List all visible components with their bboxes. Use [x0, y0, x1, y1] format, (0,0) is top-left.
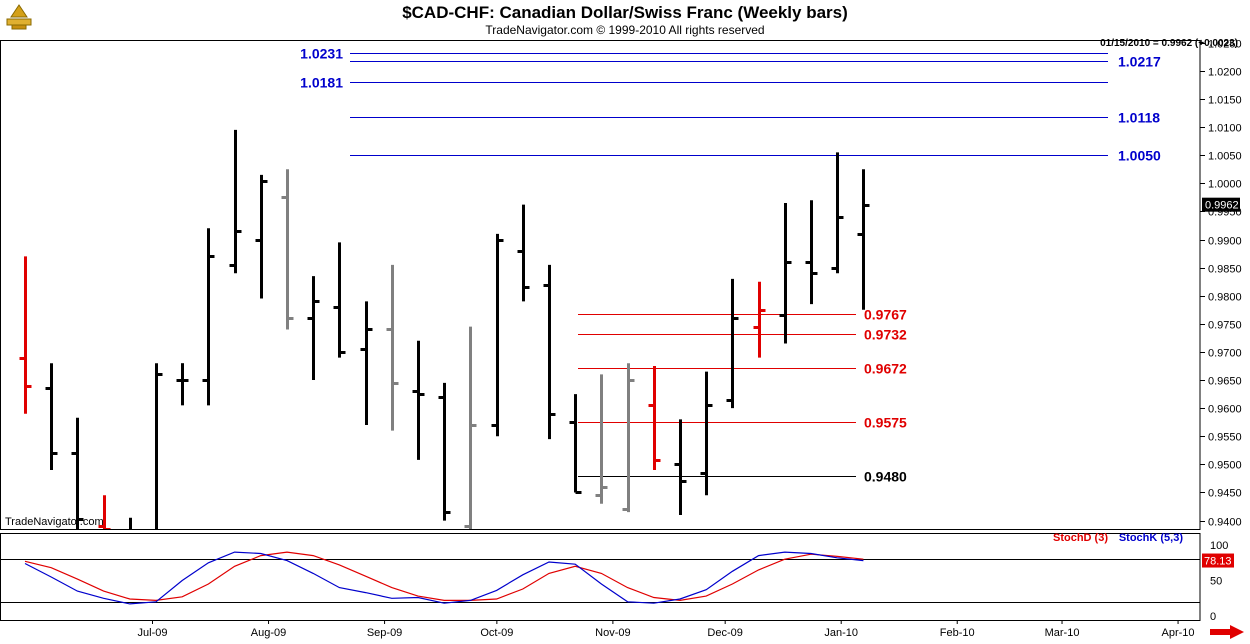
price-tick-label: 0.9650: [1208, 376, 1242, 388]
level-label-0.9732: 0.9732: [864, 327, 907, 343]
navigator-logo-icon: [3, 3, 35, 36]
stoch-last-marker: [1202, 553, 1234, 568]
stoch-tick-label: 50: [1210, 576, 1222, 588]
price-tick-label: 0.9900: [1208, 236, 1242, 248]
ohlc-bar: [831, 152, 844, 274]
ohlc-bar: [517, 204, 530, 302]
price-bars: [19, 129, 870, 529]
panel-frames: [0, 40, 1201, 621]
stochastic-panel: 100 50 0 StochD (3) StochK (5,3) 78.13: [1, 532, 1234, 623]
ohlc-bar: [281, 169, 294, 330]
stoch-k-legend: StochK (5,3): [1119, 532, 1184, 544]
time-tick-label: Dec-09: [707, 627, 742, 639]
stoch-panel-frame: [0, 533, 1201, 621]
level-label-1.0050: 1.0050: [1118, 148, 1161, 164]
price-panel-frame: [0, 40, 1201, 530]
level-label-0.9767: 0.9767: [864, 307, 907, 323]
ohlc-bar: [176, 363, 189, 406]
time-tick-label: Feb-10: [940, 627, 975, 639]
price-tick-label: 0.9750: [1208, 320, 1242, 332]
time-tick-label: Nov-09: [595, 627, 630, 639]
price-tick-label: 1.0000: [1208, 179, 1242, 191]
ohlc-bar: [857, 169, 870, 310]
level-label-1.0118: 1.0118: [1118, 110, 1160, 126]
price-tick-label: 0.9450: [1208, 488, 1242, 500]
ohlc-bar: [595, 374, 608, 504]
ohlc-bar: [98, 495, 111, 529]
ohlc-bar: [155, 363, 163, 529]
ohlc-bar: [779, 203, 792, 344]
time-tick-label: Mar-10: [1045, 627, 1080, 639]
ohlc-bar: [622, 363, 635, 513]
ohlc-bar: [648, 366, 661, 470]
ohlc-bar: [805, 200, 818, 305]
price-axis: 1.0250 1.0200 1.0150 1.0100 1.0050 1.0000 0.99…: [1200, 39, 1242, 529]
ohlc-bar: [569, 394, 582, 494]
time-tick-label: Aug-09: [251, 627, 286, 639]
time-axis: Jul-09 Aug-09 Sep-09 Oct-09 Nov-09 Dec-09 Jan-…: [138, 620, 1195, 639]
scroll-right-arrow-icon[interactable]: [1210, 625, 1244, 644]
ohlc-bar: [543, 264, 556, 440]
price-tick-label: 1.0150: [1208, 95, 1242, 107]
price-tick-label: 0.9500: [1208, 460, 1242, 472]
chart-title: $CAD-CHF: Canadian Dollar/Swiss Franc (W…: [402, 3, 848, 22]
ohlc-bar: [71, 417, 84, 529]
ohlc-bar: [412, 340, 425, 460]
last-price-marker: [1202, 197, 1240, 212]
level-label-1.0217: 1.0217: [1118, 54, 1161, 70]
ohlc-bar: [229, 129, 242, 274]
ohlc-bar: [491, 233, 504, 437]
ohlc-bar: [753, 281, 766, 358]
time-tick-label: Oct-09: [480, 627, 513, 639]
level-label-0.9480: 0.9480: [864, 469, 907, 485]
time-tick-label: Sep-09: [367, 627, 402, 639]
watermark: TradeNavigator.com: [5, 516, 104, 528]
price-tick-label: 0.9400: [1208, 517, 1242, 529]
ohlc-bar: [360, 301, 373, 426]
level-label-0.9575: 0.9575: [864, 415, 907, 431]
ohlc-bar: [700, 371, 713, 496]
ohlc-bar: [255, 174, 268, 299]
ohlc-bar: [45, 363, 58, 470]
stoch-d-line: [24, 551, 864, 602]
price-tick-label: 1.0050: [1208, 151, 1242, 163]
stoch-tick-label: 0: [1210, 611, 1216, 623]
ohlc-bar: [464, 326, 477, 529]
last-price-line: 01/15/2010 = 0.9962 (+0.0023): [1100, 38, 1238, 49]
ohlc-bar: [129, 517, 132, 529]
stoch-k-line: [24, 551, 864, 605]
price-tick-label: 0.9800: [1208, 292, 1242, 304]
ohlc-bar: [307, 276, 320, 381]
stoch-d-legend: StochD (3): [1053, 532, 1108, 544]
price-tick-label: 0.9700: [1208, 348, 1242, 360]
ohlc-bar: [674, 419, 687, 515]
stoch-tick-label: 100: [1210, 540, 1228, 552]
chart-subtitle: TradeNavigator.com © 1999-2010 All right…: [485, 23, 765, 37]
last-price-label: 0.9962: [1205, 200, 1239, 212]
level-label-0.9672: 0.9672: [864, 361, 907, 377]
price-tick-label: 0.9850: [1208, 264, 1242, 276]
time-tick-label: Jul-09: [138, 627, 168, 639]
stoch-last-label: 78.13: [1204, 556, 1232, 568]
price-tick-label: 0.9550: [1208, 432, 1242, 444]
ohlc-bar: [333, 242, 346, 358]
time-tick-label: Jan-10: [824, 627, 858, 639]
price-tick-label: 1.0200: [1208, 67, 1242, 79]
level-lines: 1.0231 1.0217 1.0181 1.0118 1.0050 0.9767 0.97…: [300, 46, 1161, 485]
level-label-1.0181: 1.0181: [300, 75, 343, 91]
price-tick-label: 1.0100: [1208, 123, 1242, 135]
price-tick-label: 0.9600: [1208, 404, 1242, 416]
time-tick-label: Apr-10: [1162, 627, 1195, 639]
level-label-1.0231: 1.0231: [300, 46, 343, 62]
price-tick-label: 1.0250: [1208, 39, 1242, 51]
ohlc-bar: [19, 256, 32, 414]
ohlc-bar: [386, 264, 399, 431]
ohlc-bar: [202, 228, 215, 406]
ohlc-bar: [726, 278, 739, 409]
ohlc-bar: [438, 382, 451, 521]
